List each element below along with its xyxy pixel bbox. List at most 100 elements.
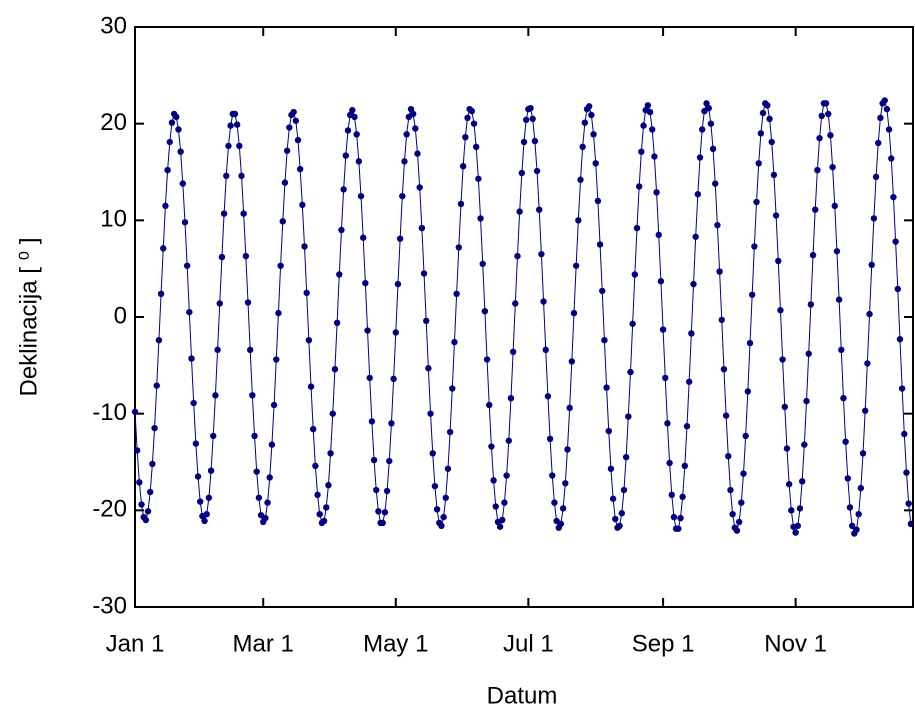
- data-point: [155, 337, 163, 344]
- data-point: [475, 175, 482, 182]
- data-point: [557, 520, 565, 528]
- data-point: [442, 494, 449, 501]
- data-point: [533, 167, 541, 175]
- data-point: [459, 163, 467, 170]
- data-point: [844, 475, 852, 482]
- y-axis-label: Deklinacija [ ⁰ ]: [15, 237, 42, 396]
- data-point: [431, 482, 439, 490]
- data-point: [759, 109, 767, 117]
- data-point: [577, 176, 584, 183]
- data-point: [857, 484, 865, 492]
- data-point: [244, 299, 252, 306]
- data-point: [668, 491, 675, 499]
- data-point: [714, 221, 721, 229]
- data-point: [775, 257, 782, 265]
- data-point: [779, 356, 786, 363]
- data-point: [785, 481, 793, 488]
- data-point: [529, 115, 536, 123]
- data-point: [540, 298, 547, 305]
- data-point: [266, 474, 273, 481]
- data-point: [855, 511, 862, 518]
- data-point: [190, 399, 197, 407]
- data-point: [496, 523, 504, 530]
- data-point: [240, 210, 247, 217]
- data-point: [379, 519, 386, 527]
- data-point: [696, 154, 704, 161]
- data-point: [425, 365, 432, 372]
- data-point: [518, 169, 526, 177]
- data-point: [279, 218, 286, 225]
- data-point: [712, 180, 719, 187]
- data-point: [394, 280, 402, 288]
- data-point: [864, 360, 871, 367]
- data-point: [592, 160, 599, 167]
- data-point: [590, 131, 597, 138]
- y-tick-label: 0: [114, 302, 127, 329]
- data-point: [853, 526, 860, 533]
- data-point: [796, 505, 804, 512]
- data-point: [177, 148, 184, 155]
- y-tick-label: -10: [92, 399, 127, 426]
- data-point: [507, 395, 515, 402]
- data-point: [838, 346, 845, 354]
- data-point: [846, 504, 854, 511]
- data-point: [273, 356, 280, 363]
- data-point: [840, 395, 847, 402]
- data-point: [822, 100, 830, 107]
- data-point: [142, 516, 150, 524]
- data-point: [603, 384, 610, 391]
- data-point: [575, 217, 582, 224]
- data-point: [216, 300, 223, 307]
- data-point: [536, 206, 543, 213]
- data-point: [809, 251, 817, 259]
- data-point: [868, 261, 875, 268]
- data-point: [212, 392, 219, 399]
- y-tick-label: -20: [92, 496, 127, 523]
- data-point: [718, 316, 725, 324]
- data-point: [457, 200, 465, 208]
- data-point: [157, 290, 165, 297]
- data-point: [888, 155, 895, 162]
- data-point: [733, 527, 741, 534]
- data-point: [742, 432, 749, 440]
- data-point: [488, 443, 495, 450]
- data-point: [725, 453, 732, 460]
- data-point: [418, 224, 426, 232]
- data-point: [357, 192, 365, 200]
- data-point: [414, 150, 421, 157]
- data-point: [344, 127, 352, 134]
- data-point: [420, 270, 428, 277]
- data-point: [798, 478, 806, 485]
- data-point: [470, 120, 478, 127]
- data-point: [281, 179, 289, 186]
- data-point: [629, 320, 636, 327]
- data-point: [472, 143, 480, 151]
- data-point: [136, 479, 143, 486]
- data-point: [881, 97, 888, 104]
- data-point: [657, 278, 665, 285]
- data-point: [151, 424, 158, 432]
- data-point: [386, 457, 393, 465]
- y-tick-label: -30: [92, 592, 127, 619]
- data-point: [503, 472, 510, 479]
- data-point: [455, 244, 463, 251]
- data-point: [570, 309, 578, 317]
- data-point: [527, 105, 534, 112]
- data-point: [877, 114, 884, 122]
- data-point: [622, 453, 630, 461]
- data-point: [685, 378, 693, 385]
- data-point: [210, 432, 217, 440]
- data-point: [468, 107, 476, 115]
- data-point: [336, 271, 343, 278]
- data-point: [301, 243, 308, 250]
- data-point: [483, 356, 491, 363]
- data-point: [186, 308, 193, 316]
- data-point: [303, 289, 310, 297]
- data-point: [233, 121, 241, 128]
- data-point: [872, 173, 880, 181]
- data-point: [792, 529, 799, 536]
- data-point: [490, 477, 497, 484]
- data-point: [312, 462, 319, 470]
- data-point: [794, 522, 802, 529]
- data-point: [827, 132, 834, 139]
